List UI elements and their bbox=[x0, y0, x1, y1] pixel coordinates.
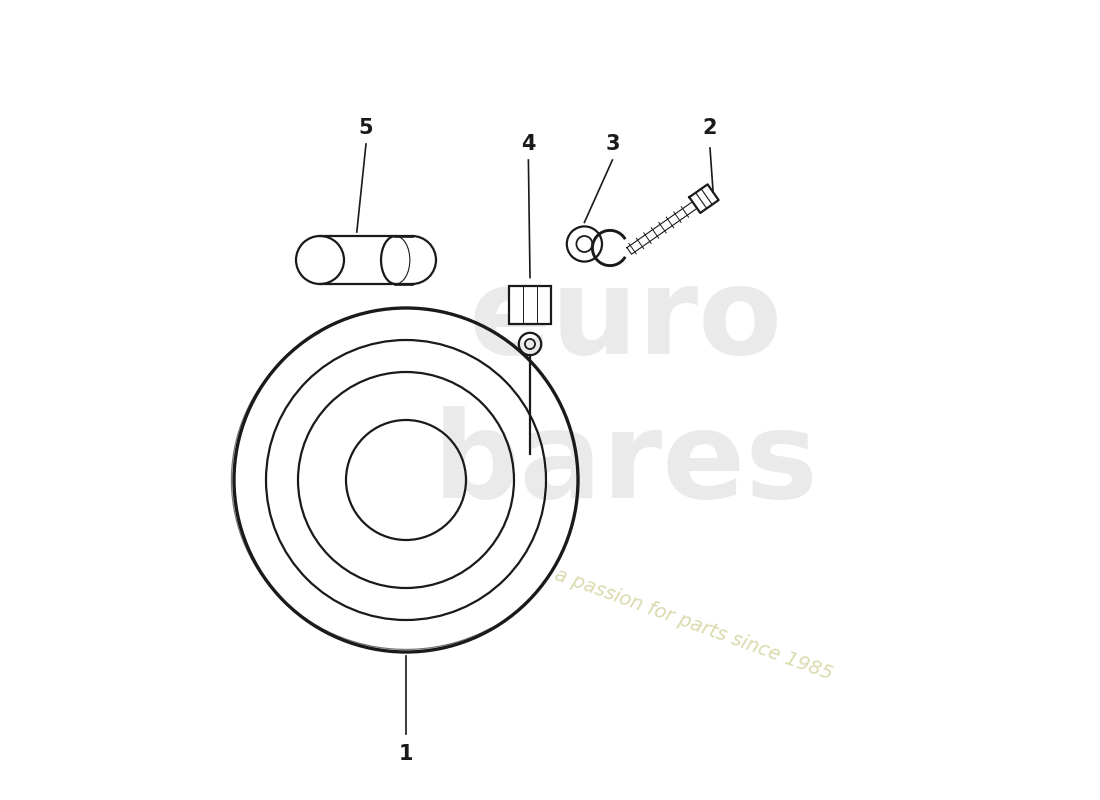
Text: 4: 4 bbox=[521, 134, 536, 154]
FancyBboxPatch shape bbox=[509, 286, 551, 324]
Polygon shape bbox=[627, 202, 697, 254]
Text: 1: 1 bbox=[398, 744, 414, 763]
Text: 3: 3 bbox=[605, 134, 619, 154]
Text: a passion for parts since 1985: a passion for parts since 1985 bbox=[552, 565, 836, 683]
Text: 2: 2 bbox=[703, 118, 717, 138]
Text: bares: bares bbox=[433, 406, 818, 522]
Polygon shape bbox=[690, 184, 718, 213]
Text: 5: 5 bbox=[359, 118, 373, 138]
Text: euro: euro bbox=[469, 262, 783, 378]
